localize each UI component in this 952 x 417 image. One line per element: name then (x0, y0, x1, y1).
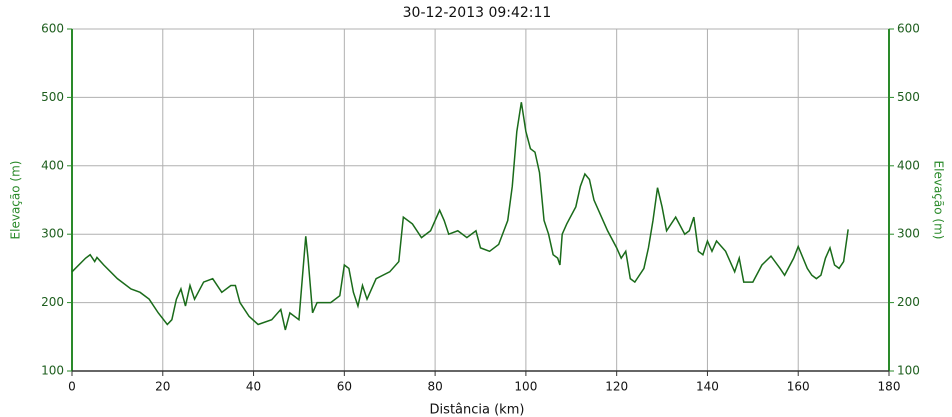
y2-tick-label: 100 (897, 364, 920, 378)
x-tick-label: 40 (246, 380, 261, 394)
y-axis-label: Elevação (m) (9, 161, 23, 240)
elevation-line (71, 102, 849, 331)
x-tick-label: 20 (155, 380, 170, 394)
y-tick-label: 500 (41, 90, 64, 104)
x-tick-label: 80 (427, 380, 442, 394)
plot-area (71, 28, 890, 372)
y2-tick-label: 200 (897, 295, 920, 309)
x-tick-label: 120 (605, 380, 628, 394)
y-tick-label: 300 (41, 227, 64, 241)
x-tick-label: 100 (514, 380, 537, 394)
y2-tick-label: 500 (897, 90, 920, 104)
y2-axis-label: Elevação (m) (932, 161, 946, 240)
x-tick-label: 0 (68, 380, 76, 394)
x-tick-label: 60 (337, 380, 352, 394)
x-tick-label: 180 (878, 380, 901, 394)
y2-tick-label: 300 (897, 227, 920, 241)
y2-tick-label: 600 (897, 22, 920, 36)
y-tick-label: 400 (41, 158, 64, 172)
y2-tick-label: 400 (897, 158, 920, 172)
x-tick-label: 160 (787, 380, 810, 394)
x-axis-label: Distância (km) (430, 403, 525, 417)
y-tick-label: 100 (41, 364, 64, 378)
chart-title: 30-12-2013 09:42:11 (403, 5, 552, 21)
y-tick-label: 200 (41, 295, 64, 309)
y-tick-label: 600 (41, 22, 64, 36)
x-tick-label: 140 (696, 380, 719, 394)
